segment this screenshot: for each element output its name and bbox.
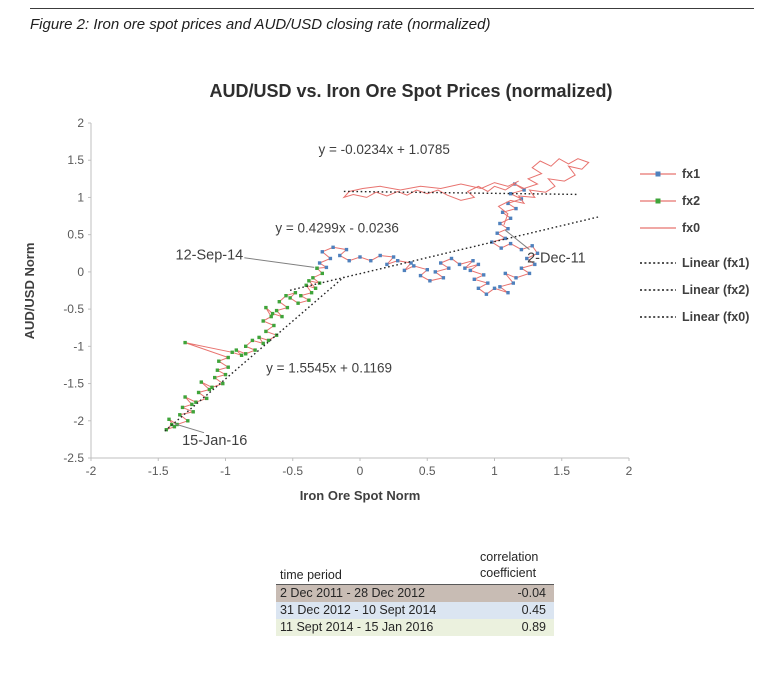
legend-item-linear-fx0: Linear (fx0) bbox=[640, 310, 749, 324]
chart-legend: fx1 fx2 fx0 Linear (fx1) Linear (fx2) Linear … bbox=[640, 167, 749, 324]
legend-marker-icon bbox=[655, 171, 661, 177]
annotation-y-0-4299x-0-0236: y = 0.4299x - 0.0236 bbox=[275, 221, 398, 236]
series-fx1-line bbox=[316, 183, 539, 295]
y-tick-label: 1 bbox=[77, 190, 84, 204]
legend-label: Linear (fx2) bbox=[682, 283, 749, 297]
x-tick-label: 0 bbox=[357, 464, 364, 478]
x-tick-label: 2 bbox=[626, 464, 633, 478]
legend-label: fx1 bbox=[682, 167, 700, 181]
trendline-linear-fx0 bbox=[343, 190, 578, 196]
legend-label: Linear (fx1) bbox=[682, 256, 749, 270]
table-cell-value: 0.89 bbox=[521, 619, 546, 634]
y-tick-label: -0.5 bbox=[63, 302, 84, 316]
table-header-row: time period correlation coefficient bbox=[276, 549, 554, 585]
annotation-y-1-5545x-0-1169: y = 1.5545x + 0.1169 bbox=[266, 361, 392, 376]
trendline-linear-fx2 bbox=[164, 276, 345, 432]
annotation-2-dec-11: 2-Dec-11 bbox=[527, 250, 586, 266]
figure-caption-text: Figure 2: Iron ore spot prices and AUD/U… bbox=[30, 16, 491, 33]
table-cell-period: 2 Dec 2011 - 28 Dec 2012 bbox=[280, 585, 426, 600]
table-cell-period: 31 Dec 2012 - 10 Sept 2014 bbox=[280, 602, 437, 617]
legend-label: fx2 bbox=[682, 194, 700, 208]
x-tick-label: -1 bbox=[220, 464, 231, 478]
legend-item-fx1: fx1 bbox=[640, 167, 700, 181]
y-tick-label: -1.5 bbox=[63, 377, 84, 391]
series-fx1-markers bbox=[315, 182, 540, 296]
y-tick-label: 0.5 bbox=[67, 228, 84, 242]
annotation-12-sep-14: 12-Sep-14 bbox=[176, 248, 244, 264]
x-tick-label: -2 bbox=[86, 464, 97, 478]
table-cell-value: -0.04 bbox=[517, 585, 547, 600]
table-header-coefficient: correlation coefficient bbox=[480, 550, 539, 581]
x-axis-label: Iron Ore Spot Norm bbox=[300, 488, 421, 503]
series-fx2-markers bbox=[164, 266, 324, 432]
trendline-linear-fx1 bbox=[289, 215, 600, 291]
correlation-table: time period correlation coefficient 2 De… bbox=[276, 549, 554, 636]
annotation-y-0-0234x-1-0785: y = -0.0234x + 1.0785 bbox=[319, 142, 450, 157]
y-axis-label: AUD/USD Norm bbox=[22, 243, 37, 340]
legend-marker-icon bbox=[655, 198, 661, 204]
table-row: 31 Dec 2012 - 10 Sept 2014 0.45 bbox=[276, 601, 554, 619]
x-tick-label: 1.5 bbox=[553, 464, 570, 478]
x-tick-label: -0.5 bbox=[282, 464, 303, 478]
table-cell-value: 0.45 bbox=[521, 602, 546, 617]
scatter-chart: AUD/USD vs. Iron Ore Spot Prices (normal… bbox=[22, 81, 749, 503]
table-cell-period: 11 Sept 2014 - 15 Jan 2016 bbox=[280, 619, 434, 634]
table-row: 2 Dec 2011 - 28 Dec 2012 -0.04 bbox=[276, 584, 554, 602]
x-tick-label: 0.5 bbox=[419, 464, 436, 478]
legend-item-fx0: fx0 bbox=[640, 221, 700, 235]
series-fx2-line bbox=[165, 267, 324, 431]
figure-caption: Figure 2: Iron ore spot prices and AUD/U… bbox=[30, 8, 754, 33]
chart-plot-area: -2 -1.5 -1 -0.5 0 0.5 1 1.5 2 2 1.5 1 0.5 0 -0.5 -1 -1.5… bbox=[63, 116, 749, 478]
legend-item-fx2: fx2 bbox=[640, 194, 700, 208]
y-tick-label: -2 bbox=[73, 414, 84, 428]
annotation-callout-line bbox=[174, 423, 205, 434]
legend-label: fx0 bbox=[682, 221, 700, 235]
chart-title: AUD/USD vs. Iron Ore Spot Prices (normal… bbox=[209, 81, 612, 101]
y-tick-label: -1 bbox=[73, 339, 84, 353]
y-tick-label: -2.5 bbox=[63, 451, 84, 465]
annotation-15-jan-16: 15-Jan-16 bbox=[182, 433, 247, 449]
x-tick-label: -1.5 bbox=[148, 464, 169, 478]
y-tick-label: 1.5 bbox=[67, 153, 84, 167]
legend-item-linear-fx2: Linear (fx2) bbox=[640, 283, 749, 297]
y-tick-label: 2 bbox=[77, 116, 84, 130]
legend-label: Linear (fx0) bbox=[682, 310, 749, 324]
annotation-callout-line bbox=[244, 257, 315, 268]
annotation-callout-line bbox=[504, 229, 530, 250]
table-row: 11 Sept 2014 - 15 Jan 2016 0.89 bbox=[276, 618, 554, 636]
table-header-period: time period bbox=[280, 567, 342, 582]
y-tick-label: 0 bbox=[77, 265, 84, 279]
legend-item-linear-fx1: Linear (fx1) bbox=[640, 256, 749, 270]
x-tick-label: 1 bbox=[491, 464, 498, 478]
series-fx0-line bbox=[342, 158, 590, 226]
